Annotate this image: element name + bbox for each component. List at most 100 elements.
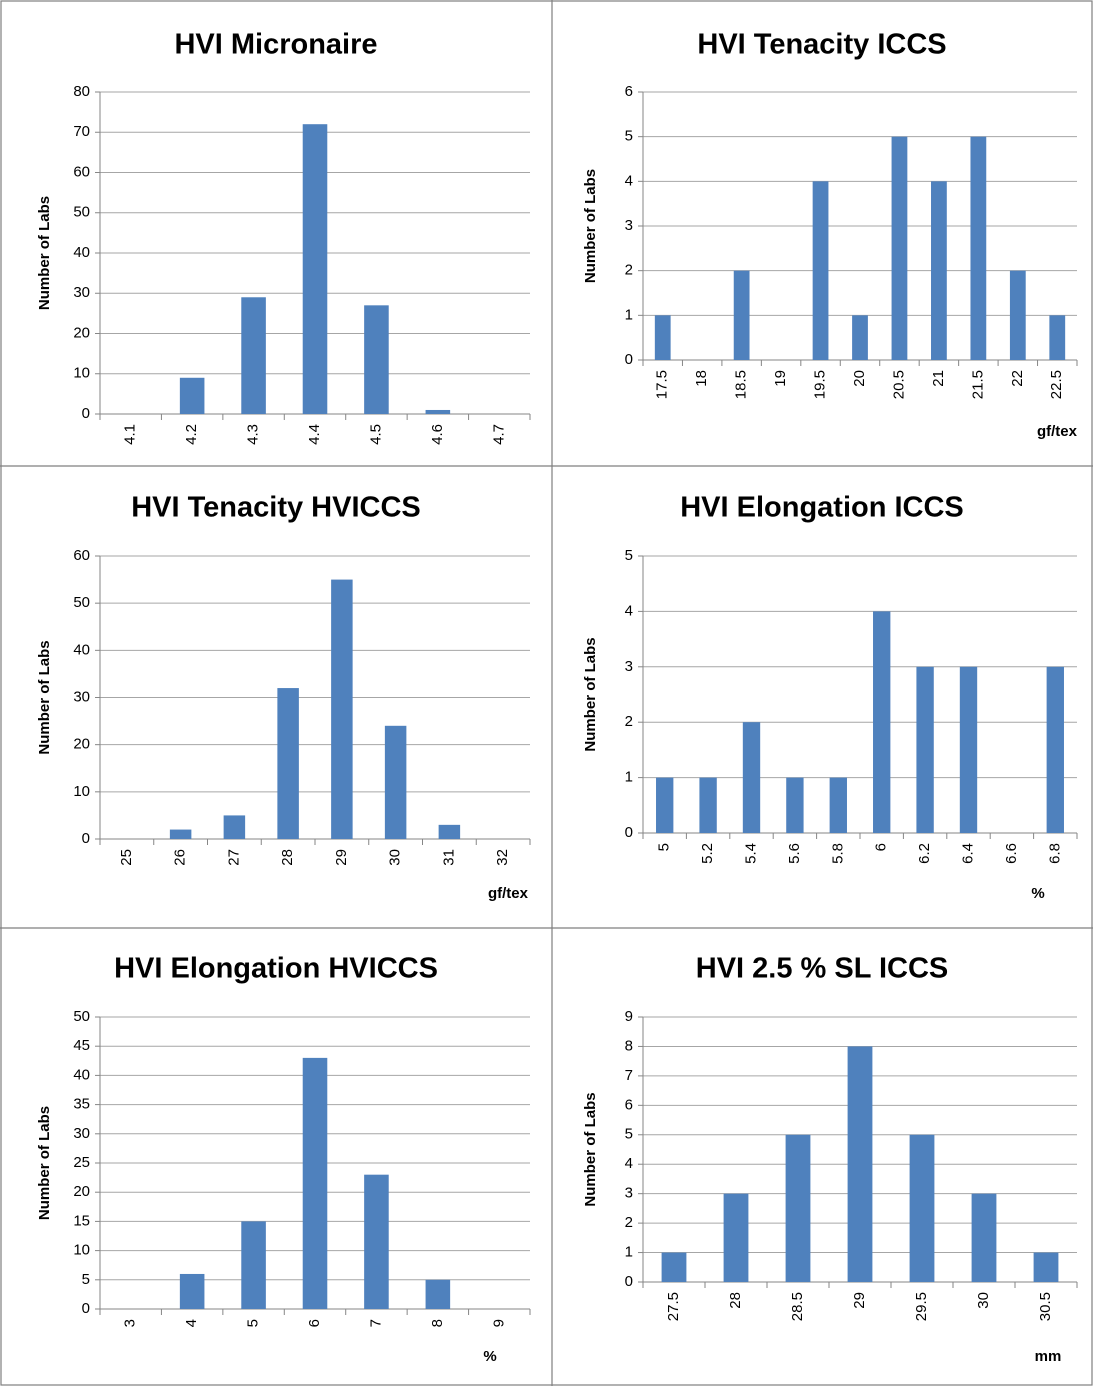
x-tick-label: 4.7: [490, 424, 507, 445]
y-tick-label: 25: [73, 1154, 90, 1171]
x-tick-label: 4.6: [429, 424, 446, 445]
y-tick-label: 10: [73, 1242, 90, 1259]
x-tick-label: 5: [245, 1319, 262, 1327]
bar: [331, 579, 353, 839]
x-tick-label: 9: [490, 1319, 507, 1327]
x-tick-label: 28: [279, 849, 296, 866]
x-tick-label: 6.6: [1003, 843, 1020, 864]
x-tick-label: 8: [429, 1319, 446, 1327]
x-tick-label: 7: [367, 1319, 384, 1327]
x-tick-label: 21.5: [969, 370, 986, 399]
bar: [852, 315, 868, 360]
x-tick-label: 4.2: [183, 424, 200, 445]
y-tick-label: 9: [625, 1008, 633, 1025]
x-tick-label: 5.6: [786, 843, 803, 864]
chart-title: HVI Tenacity HVICCS: [131, 492, 421, 524]
y-tick-label: 6: [625, 83, 633, 100]
y-axis-title: Number of Labs: [36, 196, 53, 310]
x-tick-label: 5.8: [829, 843, 846, 864]
y-tick-label: 1: [625, 1244, 633, 1261]
x-tick-label: 6.2: [916, 843, 933, 864]
y-tick-label: 80: [73, 83, 90, 100]
x-tick-label: 19.5: [812, 370, 829, 399]
bar: [909, 1134, 935, 1282]
x-tick-label: 32: [494, 849, 511, 866]
x-tick-label: 18: [693, 370, 710, 387]
y-tick-label: 10: [73, 365, 90, 382]
x-tick-label: 27.5: [665, 1292, 682, 1321]
bar: [661, 1252, 687, 1282]
x-tick-label: 30.5: [1037, 1292, 1054, 1321]
bar: [1009, 270, 1026, 360]
y-axis-title: Number of Labs: [36, 1106, 53, 1220]
x-tick-label: 22: [1009, 370, 1026, 387]
chart-title: HVI Elongation ICCS: [680, 492, 964, 524]
bar: [438, 824, 461, 839]
bar: [1033, 1252, 1059, 1282]
x-tick-label: 5: [656, 843, 673, 851]
y-tick-label: 3: [625, 658, 633, 675]
y-axis-title: Number of Labs: [582, 637, 599, 751]
y-tick-label: 20: [73, 736, 90, 753]
x-tick-label: 6.8: [1046, 843, 1063, 864]
y-tick-label: 5: [625, 1126, 633, 1143]
bar: [847, 1046, 873, 1282]
bar: [656, 777, 674, 833]
x-tick-label: 26: [172, 849, 189, 866]
chart-title: HVI Elongation HVICCS: [114, 953, 438, 985]
bar: [241, 297, 266, 414]
y-tick-label: 3: [625, 217, 633, 234]
y-tick-label: 0: [82, 830, 90, 847]
y-tick-label: 30: [73, 688, 90, 705]
bar: [169, 829, 192, 839]
y-tick-label: 4: [625, 602, 633, 619]
x-axis-title: %: [483, 1348, 496, 1365]
y-tick-label: 0: [625, 824, 633, 841]
x-tick-label: 4.5: [367, 424, 384, 445]
x-tick-label: 29: [333, 849, 350, 866]
bar: [654, 315, 671, 360]
bar: [812, 181, 829, 360]
bar: [785, 1134, 811, 1282]
y-tick-label: 40: [73, 641, 90, 658]
y-tick-label: 0: [625, 1273, 633, 1290]
bar: [364, 1174, 389, 1309]
x-axis-title: gf/tex: [1037, 423, 1078, 440]
y-tick-label: 8: [625, 1037, 633, 1054]
x-tick-label: 30: [975, 1292, 992, 1309]
y-tick-label: 2: [625, 713, 633, 730]
x-tick-label: 4: [183, 1319, 200, 1327]
x-tick-label: 6: [306, 1319, 323, 1327]
x-tick-label: 27: [225, 849, 242, 866]
y-tick-label: 7: [625, 1067, 633, 1084]
x-axis-title: gf/tex: [488, 885, 529, 902]
y-tick-label: 6: [625, 1096, 633, 1113]
y-tick-label: 50: [73, 594, 90, 611]
y-axis-title: Number of Labs: [582, 169, 599, 283]
x-tick-label: 18.5: [733, 370, 750, 399]
bar: [742, 722, 761, 833]
bar: [241, 1221, 266, 1309]
bar: [302, 1057, 328, 1309]
x-tick-label: 25: [118, 849, 135, 866]
bar: [1046, 666, 1064, 833]
bar: [364, 305, 389, 414]
y-tick-label: 10: [73, 783, 90, 800]
x-tick-label: 3: [122, 1319, 139, 1327]
x-tick-label: 17.5: [654, 370, 671, 399]
y-tick-label: 50: [73, 1008, 90, 1025]
x-tick-label: 19: [772, 370, 789, 387]
x-tick-label: 29.5: [913, 1292, 930, 1321]
y-axis-title: Number of Labs: [582, 1092, 599, 1206]
bar: [223, 815, 246, 839]
y-tick-label: 1: [625, 769, 633, 786]
bar: [384, 725, 407, 839]
y-tick-label: 3: [625, 1185, 633, 1202]
y-tick-label: 50: [73, 204, 90, 221]
y-tick-label: 1: [625, 306, 633, 323]
y-tick-label: 0: [82, 405, 90, 422]
y-tick-label: 40: [73, 244, 90, 261]
x-tick-label: 31: [440, 849, 457, 866]
